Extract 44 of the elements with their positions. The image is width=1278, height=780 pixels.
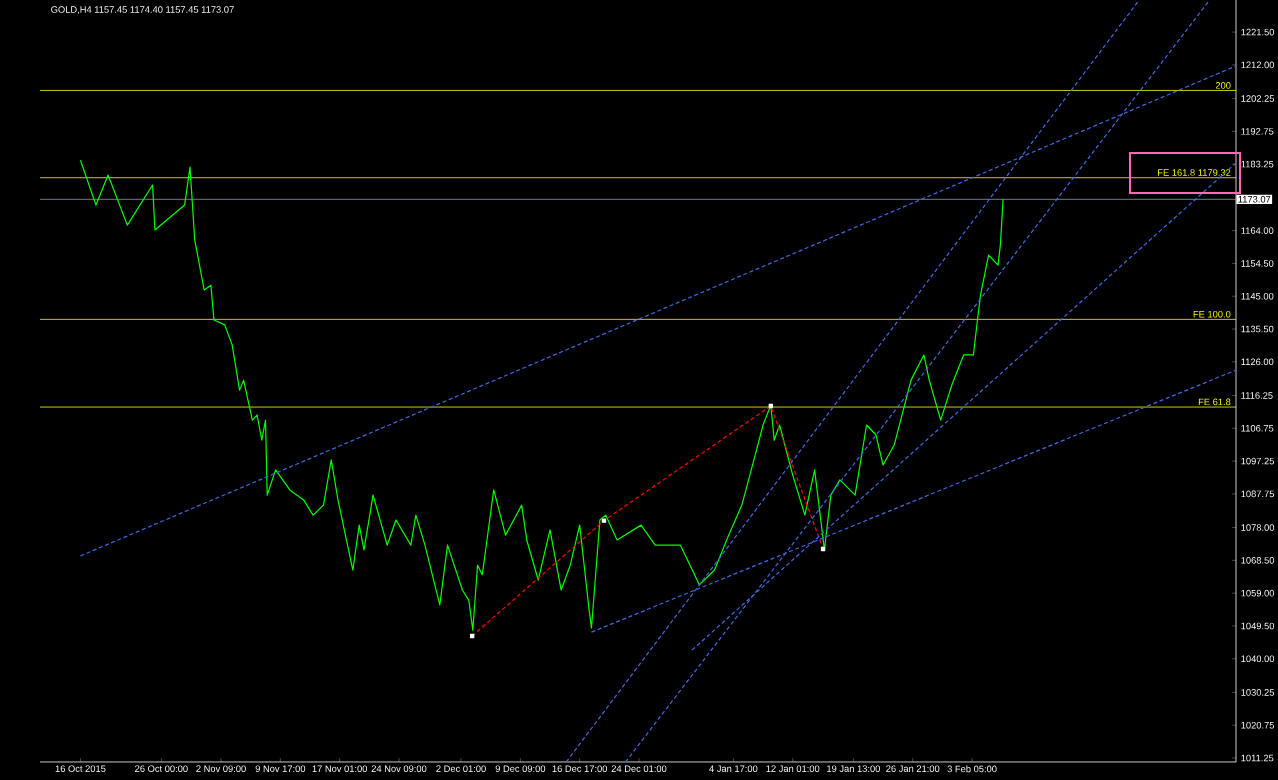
x-tick-label: 9 Nov 17:00 <box>255 765 306 772</box>
line-series <box>79 159 1004 631</box>
x-tick-label: 16 Oct 2015 <box>55 765 106 772</box>
x-tick-label: 24 Dec 01:00 <box>611 765 667 772</box>
x-tick-label: 3 Feb 05:00 <box>947 765 997 773</box>
y-tick-label: 1135.50 <box>1241 325 1274 333</box>
x-tick-label: 2 Nov 09:00 <box>196 765 246 772</box>
y-tick-label: 1183.25 <box>1241 160 1274 168</box>
x-tick-label: 2 Dec 01:00 <box>436 765 486 772</box>
y-tick-label: 1126.00 <box>1241 358 1274 366</box>
y-tick-label: 1030.25 <box>1241 689 1275 696</box>
x-tick-label: 4 Jan 17:00 <box>709 765 758 772</box>
x-tick-label: 26 Oct 00:00 <box>135 765 188 772</box>
y-tick-label: 1116.25 <box>1241 392 1273 399</box>
x-tick-label: 24 Nov 09:00 <box>371 765 427 772</box>
y-tick-label: 1106.75 <box>1241 425 1274 432</box>
ref-line-label: FE 161.8 1179.32 <box>1158 169 1231 176</box>
x-tick-label: 12 Jan 01:00 <box>766 765 820 772</box>
x-tick-label: 19 Jan 13:00 <box>827 765 881 772</box>
ref-line-label: FE 61.8 <box>1198 398 1231 406</box>
ref-line-label: 1173.07 <box>1238 196 1271 203</box>
text: GOLD,H4 1157.45 1174.40 1157.45 1173.07 <box>51 6 234 14</box>
y-tick-label: 1078.00 <box>1241 524 1275 531</box>
y-tick-label: 1087.75 <box>1241 490 1275 498</box>
y-tick-label: 1154.50 <box>1241 260 1274 267</box>
x-tick-label: 16 Dec 17:00 <box>552 765 608 772</box>
y-tick-label: 1020.75 <box>1241 721 1275 729</box>
y-tick-label: 1068.50 <box>1241 557 1275 564</box>
y-tick-label: 1164.00 <box>1241 227 1274 234</box>
y-tick-label: 1221.50 <box>1241 28 1275 36</box>
x-tick-label: 9 Dec 09:00 <box>495 765 546 772</box>
y-tick-label: 1059.00 <box>1241 589 1275 597</box>
y-tick-label: 1192.75 <box>1241 128 1274 135</box>
y-tick-label: 1011.25 <box>1241 754 1274 762</box>
y-tick-label: 1049.50 <box>1241 622 1275 630</box>
x-tick-label: 26 Jan 21:00 <box>886 765 940 772</box>
annotation: 200 <box>1215 82 1231 89</box>
y-tick-label: 1202.25 <box>1241 95 1275 102</box>
y-tick-label: 1040.00 <box>1241 655 1275 663</box>
y-tick-label: 1097.25 <box>1241 457 1275 465</box>
ref-line-label: FE 100.0 <box>1193 310 1231 318</box>
y-tick-label: 1145.00 <box>1241 292 1274 300</box>
x-tick-label: 17 Nov 01:00 <box>312 765 368 772</box>
y-tick-label: 1212.00 <box>1241 61 1275 69</box>
